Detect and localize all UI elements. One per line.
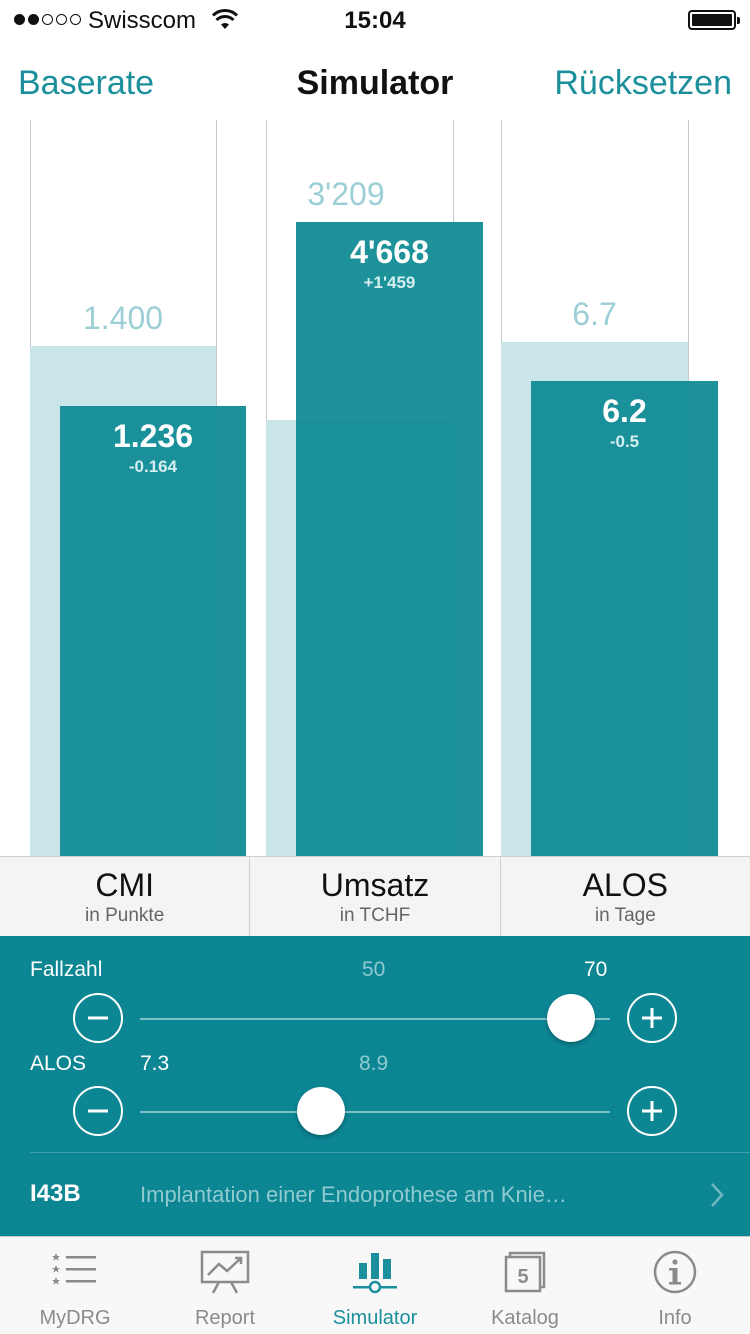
delta-value-label-cmi: -0.164 [128, 456, 178, 476]
metric-umsatz[interactable]: Umsatz in TCHF [250, 857, 501, 936]
alos-current-value: 7.3 [140, 1052, 170, 1075]
baseline-value-label-alos: 6.7 [572, 296, 617, 333]
drg-code: I43B [30, 1180, 81, 1207]
metric-name: ALOS [582, 867, 668, 903]
plus-icon [642, 1101, 662, 1121]
metric-alos[interactable]: ALOS in Tage [501, 857, 750, 936]
tab-label: MyDRG [39, 1307, 111, 1329]
navigation-bar: Simulator Baserate Rücksetzen [0, 40, 750, 120]
current-bar-umsatz [296, 221, 483, 856]
delta-value-label-alos: -0.5 [609, 431, 640, 451]
controls-panel: Fallzahl 50 70 ALOS 7.3 8.9 I43B Implant… [0, 936, 750, 1236]
metric-unit: in TCHF [339, 905, 411, 926]
fallzahl-slider-track[interactable] [140, 1018, 610, 1020]
drg-description: Implantation einer Endoprothese am Knie… [140, 1182, 567, 1207]
fallzahl-decrease-button[interactable] [73, 993, 123, 1043]
tab-report[interactable]: Report [150, 1237, 300, 1334]
chevron-right-icon [711, 1183, 724, 1207]
catalog-badge: 5 [517, 1266, 528, 1288]
tab-katalog[interactable]: 5 Katalog [450, 1237, 600, 1334]
delta-value-label-umsatz: +1'459 [363, 272, 416, 292]
tab-mydrg[interactable]: MyDRG [0, 1237, 150, 1334]
reset-button[interactable]: Rücksetzen [554, 64, 732, 102]
fallzahl-slider-thumb[interactable] [546, 994, 595, 1042]
list-stars-icon [52, 1253, 96, 1285]
bar-slider-icon [353, 1253, 397, 1294]
metric-labels-row: CMI in Punkte Umsatz in TCHF ALOS in Tag… [0, 856, 750, 936]
minus-icon [88, 1016, 108, 1020]
minus-icon [88, 1109, 108, 1113]
plus-icon [642, 1008, 662, 1028]
alos-slider-thumb[interactable] [297, 1087, 346, 1135]
baserate-button[interactable]: Baserate [18, 64, 155, 102]
alos-reference-value: 8.9 [359, 1052, 389, 1075]
alos-label: ALOS [30, 1052, 87, 1075]
current-value-label-cmi: 1.236 [112, 417, 194, 454]
status-bar: Swisscom 15:04 [0, 0, 750, 40]
tab-info[interactable]: Info [600, 1237, 750, 1334]
metric-unit: in Punkte [85, 905, 165, 926]
presentation-chart-icon [200, 1250, 250, 1294]
baseline-value-label-umsatz: 3'209 [307, 175, 385, 212]
tab-bar: MyDRG Report Simulator [0, 1236, 750, 1334]
wifi-icon [212, 9, 238, 29]
metric-unit: in Tage [594, 905, 656, 926]
alos-increase-button[interactable] [627, 1086, 677, 1136]
current-value-label-umsatz: 4'668 [350, 233, 429, 270]
signal-strength-icon [14, 14, 81, 25]
fallzahl-label: Fallzahl [30, 958, 103, 981]
tab-label: Info [658, 1307, 692, 1329]
tab-label: Report [194, 1307, 256, 1329]
carrier-name: Swisscom [88, 7, 197, 34]
alos-slider-track[interactable] [140, 1111, 610, 1113]
divider [30, 1152, 750, 1153]
fallzahl-increase-button[interactable] [627, 993, 677, 1043]
tab-label: Katalog [491, 1307, 559, 1329]
metric-name: CMI [95, 867, 154, 903]
battery-icon [688, 10, 740, 30]
status-time: 15:04 [344, 7, 406, 34]
fallzahl-reference-value: 50 [362, 958, 386, 981]
tab-label: Simulator [332, 1307, 418, 1329]
metric-cmi[interactable]: CMI in Punkte [0, 857, 251, 936]
current-value-label-alos: 6.2 [602, 392, 647, 429]
current-bar-cmi [60, 405, 246, 856]
metric-name: Umsatz [320, 867, 430, 903]
catalog-book-icon: 5 [504, 1251, 546, 1293]
fallzahl-current-value: 70 [584, 958, 608, 981]
current-bar-alos [531, 380, 718, 856]
tab-simulator[interactable]: Simulator [300, 1237, 450, 1334]
baseline-value-label-cmi: 1.400 [82, 299, 164, 336]
info-circle-icon [653, 1250, 697, 1294]
simulation-chart: 1.400 1.236 -0.164 3'209 4'668 +1'459 6.7 6.2 -0… [0, 120, 750, 856]
alos-decrease-button[interactable] [73, 1086, 123, 1136]
